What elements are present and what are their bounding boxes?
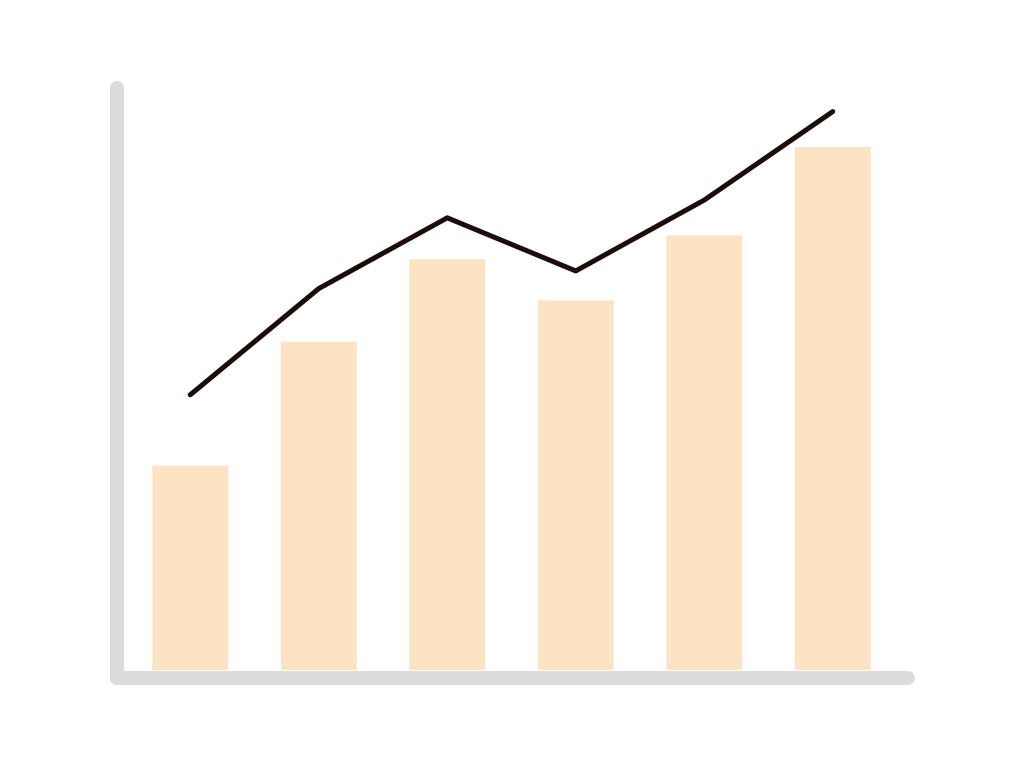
bar [409, 259, 486, 670]
bar [537, 300, 614, 670]
bar [152, 465, 229, 670]
bar [794, 147, 871, 670]
line [187, 109, 836, 398]
bar [280, 341, 357, 670]
bar [666, 235, 743, 670]
